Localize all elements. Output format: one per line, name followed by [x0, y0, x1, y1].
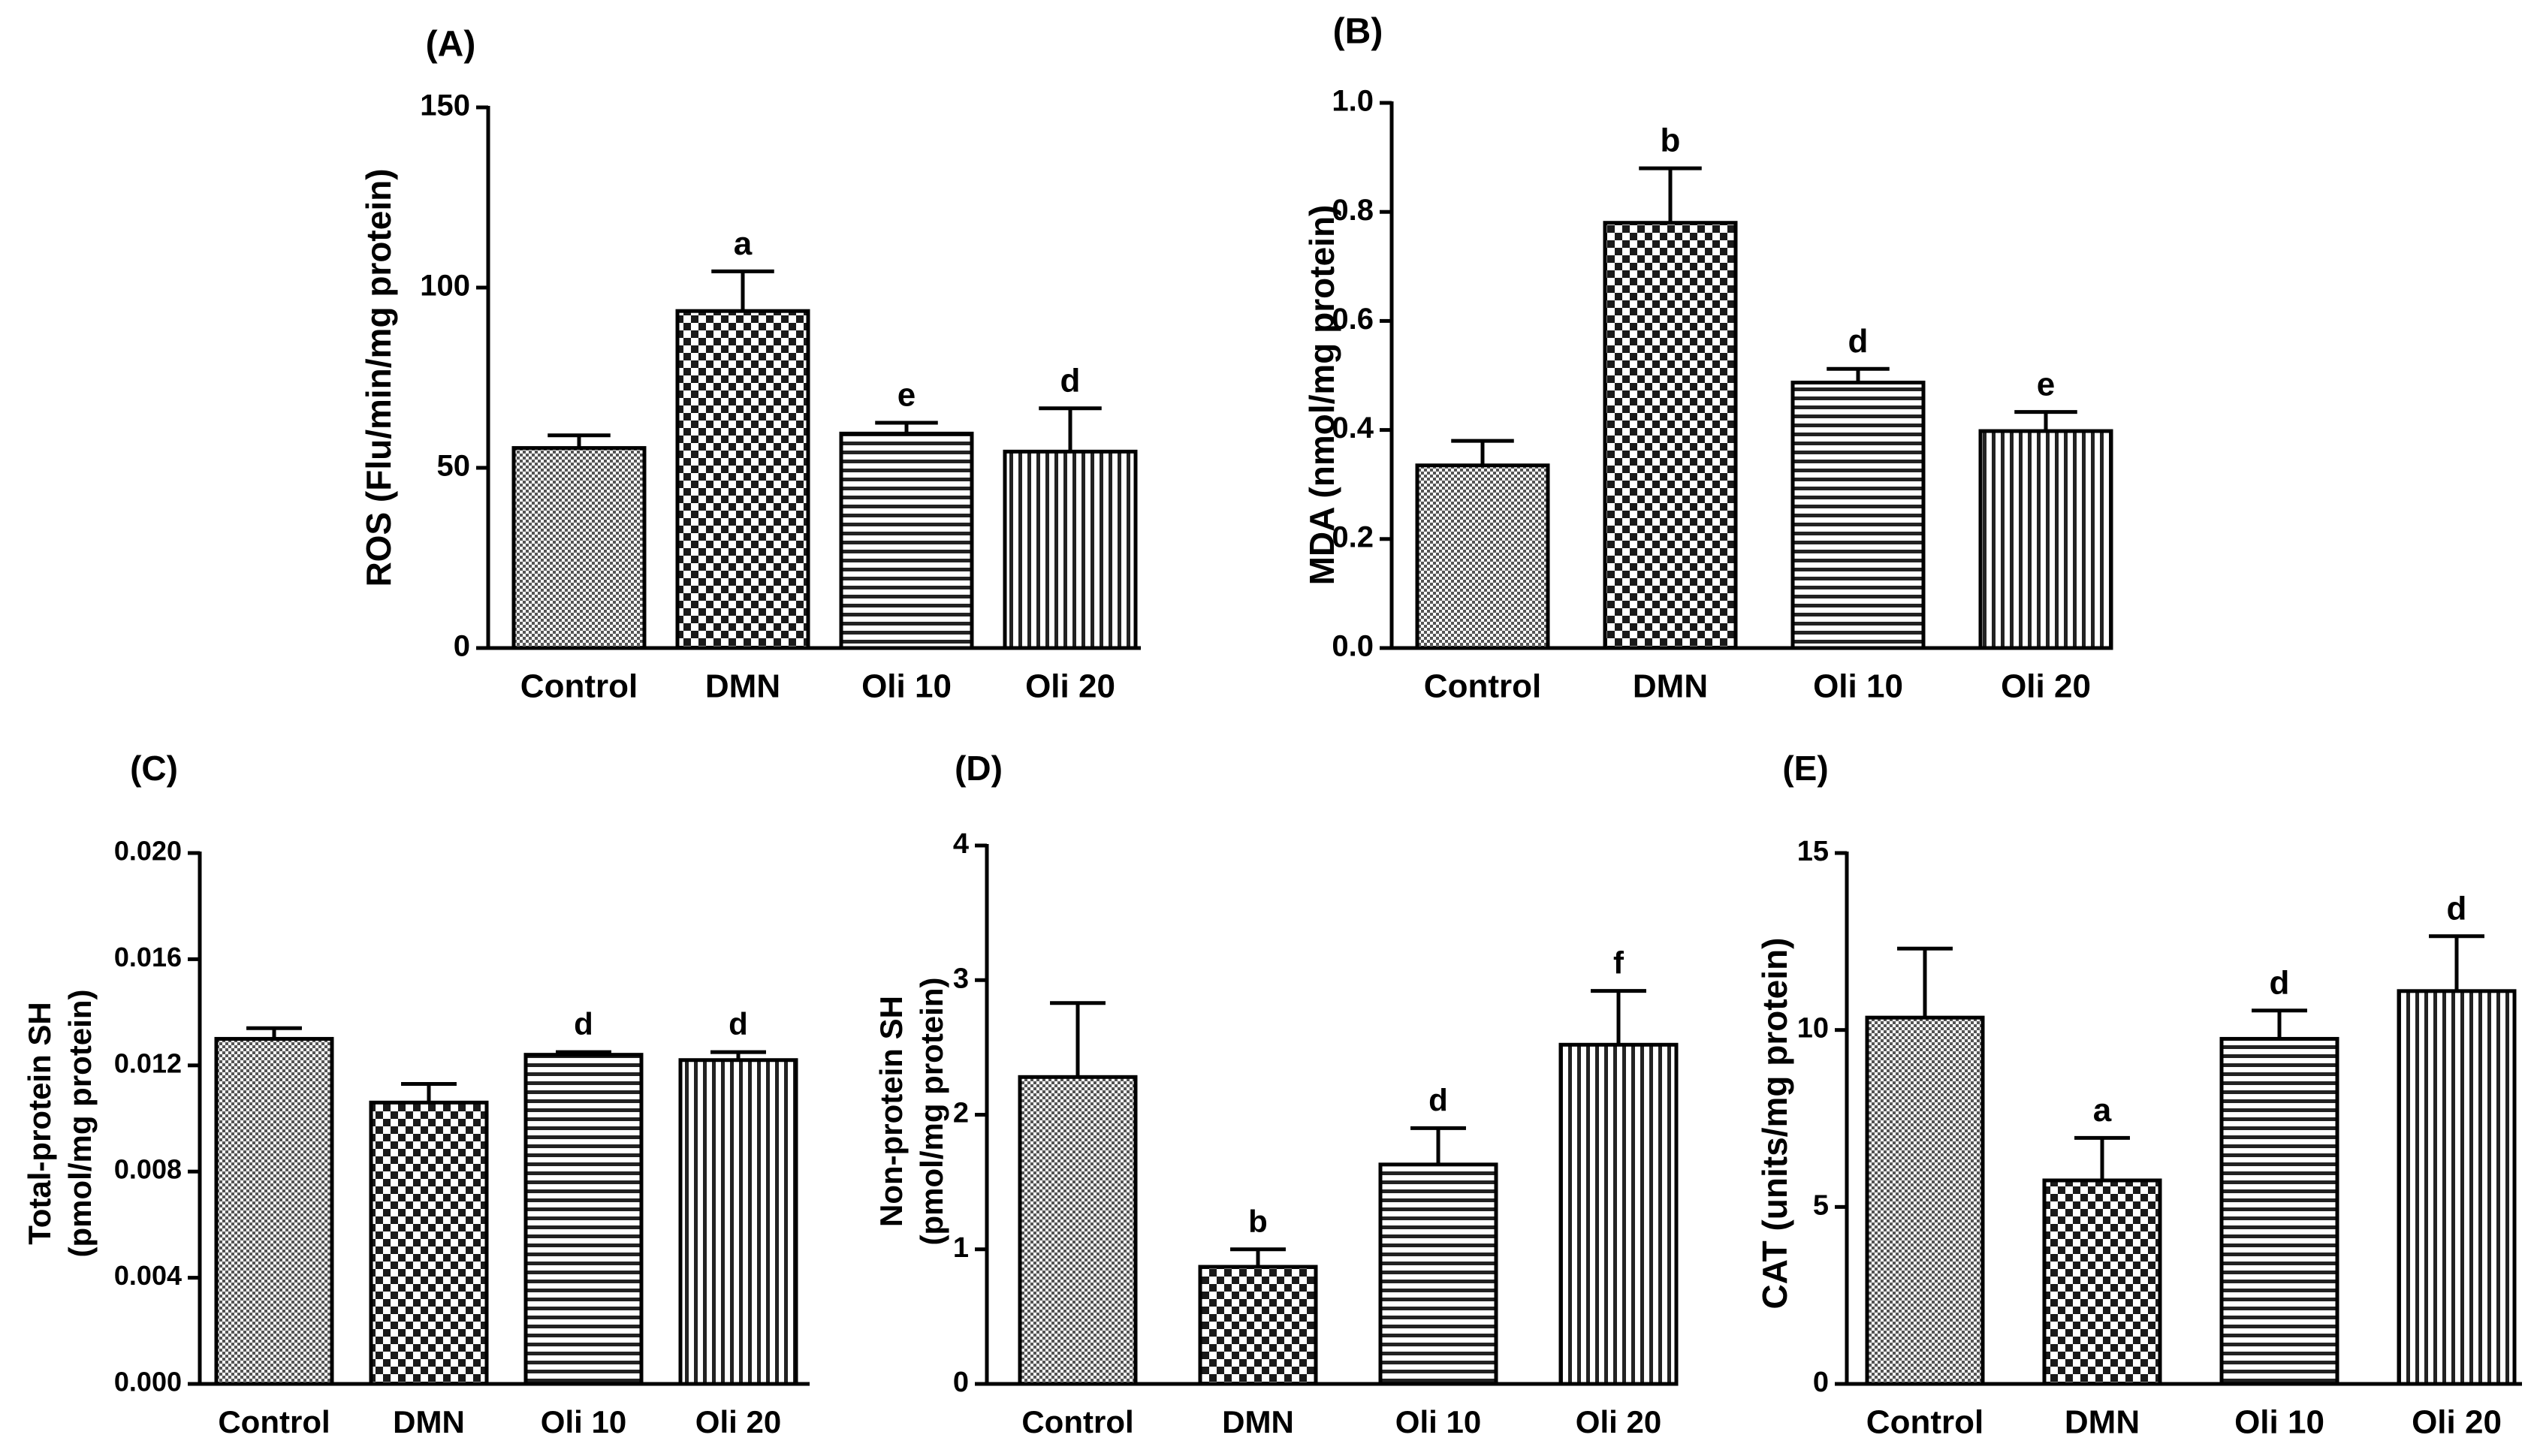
- panel-d-ytick-label: 3: [953, 963, 969, 994]
- panel-c-category-label: Oli 20: [695, 1404, 781, 1439]
- panel-b-bar-dmn: [1603, 221, 1738, 650]
- panel-c-category-label: DMN: [393, 1404, 465, 1439]
- panel-d-ytick-label: 2: [953, 1098, 969, 1129]
- panel-d-significance-label: b: [1248, 1204, 1268, 1239]
- panel-d-category-label: Oli 20: [1576, 1404, 1661, 1439]
- panel-a-bar-control: [511, 446, 647, 650]
- panel-c-ylabel-line2: (pmol/mg protein): [62, 990, 98, 1258]
- panel-d-bar-dmn: [1198, 1265, 1318, 1386]
- panel-c-bar-dmn: [369, 1100, 489, 1386]
- panel-c-ytick-label: 0.004: [114, 1260, 182, 1291]
- panel-d-category-label: Control: [1021, 1404, 1133, 1439]
- panel-e-ytick-label: 15: [1797, 836, 1829, 867]
- panel-e-ytick-label: 5: [1813, 1189, 1829, 1221]
- panel-e-significance-label: d: [2447, 890, 2467, 927]
- panel-b-bar-oli-20: [1978, 429, 2113, 650]
- panel-a-category-label: Control: [520, 668, 638, 705]
- panel-d-significance-label: f: [1613, 945, 1624, 981]
- panel-c-title: (C): [130, 749, 178, 788]
- panel-e-significance-label: a: [2093, 1092, 2112, 1129]
- panel-c-category-label: Control: [218, 1404, 330, 1439]
- panel-b-ytick-label: 1.0: [1332, 85, 1374, 118]
- panel-a-ytick-label: 50: [437, 450, 471, 483]
- panel-e-bar-control: [1865, 1015, 1985, 1386]
- panel-e-significance-label: d: [2270, 964, 2290, 1001]
- panel-d-ytick-label: 0: [953, 1367, 969, 1398]
- panel-e-title: (E): [1782, 749, 1828, 788]
- panel-e-ylabel: CAT (units/mg protein): [1755, 938, 1794, 1310]
- panel-a-ytick-label: 100: [420, 270, 470, 303]
- panel-c-ylabel: Total-protein SH: [22, 1002, 57, 1245]
- panel-a-category-label: DMN: [705, 668, 780, 705]
- panel-d-ytick-label: 1: [953, 1232, 969, 1264]
- panel-b-category-label: Oli 20: [2001, 668, 2091, 705]
- panel-e-category-label: Oli 20: [2412, 1404, 2502, 1441]
- panel-c-category-label: Oli 10: [541, 1404, 626, 1439]
- panel-e-category-label: Oli 10: [2234, 1404, 2324, 1441]
- panel-a-ytick-label: 0: [454, 630, 470, 663]
- panel-b-ytick-label: 0.0: [1332, 630, 1374, 663]
- panel-c-bar-control: [214, 1036, 334, 1386]
- panel-a-significance-label: d: [1060, 362, 1081, 399]
- panel-e-category-label: DMN: [2065, 1404, 2140, 1441]
- panel-c-ytick-label: 0.020: [114, 836, 182, 867]
- panel-b-category-label: Control: [1424, 668, 1541, 705]
- panel-a-significance-label: a: [734, 225, 753, 262]
- panel-d-significance-label: d: [1428, 1083, 1448, 1118]
- panel-c-ytick-label: 0.008: [114, 1154, 182, 1185]
- panel-c-significance-label: d: [729, 1006, 748, 1042]
- panel-c-ytick-label: 0.000: [114, 1367, 182, 1397]
- panel-a-title: (A): [426, 25, 476, 65]
- panel-e-bar-dmn: [2042, 1178, 2162, 1386]
- panel-b-ytick-label: 0.2: [1332, 520, 1374, 553]
- panel-a-category-label: Oli 20: [1025, 668, 1115, 705]
- panel-c-ytick-label: 0.016: [114, 942, 182, 972]
- panel-b-ylabel: MDA (nmol/mg protein): [1302, 205, 1341, 586]
- panel-a-category-label: Oli 10: [861, 668, 952, 705]
- panel-b-significance-label: e: [2037, 366, 2055, 402]
- panel-b-category-label: DMN: [1633, 668, 1708, 705]
- panel-c-bar-oli-20: [678, 1058, 798, 1386]
- panel-d-category-label: DMN: [1222, 1404, 1294, 1439]
- panel-e-ytick-label: 10: [1797, 1013, 1829, 1045]
- panel-d-ytick-label: 4: [953, 828, 969, 860]
- panel-b-category-label: Oli 10: [1813, 668, 1903, 705]
- panel-b-title: (B): [1333, 12, 1383, 52]
- panel-b-significance-label: d: [1848, 323, 1869, 360]
- panel-b-ytick-label: 0.4: [1332, 411, 1374, 445]
- panel-d-bar-oli-10: [1378, 1162, 1498, 1386]
- panel-e-bar-oli-10: [2219, 1036, 2339, 1386]
- panel-e-category-label: Control: [1866, 1404, 1983, 1441]
- panel-d-ylabel: Non-protein SH: [873, 996, 909, 1227]
- panel-c-significance-label: d: [574, 1006, 593, 1042]
- panel-a-bar-oli-20: [1003, 449, 1138, 650]
- panel-c-ytick-label: 0.012: [114, 1048, 182, 1078]
- panel-b-ytick-label: 0.8: [1332, 194, 1374, 227]
- panel-a-significance-label: e: [897, 377, 916, 414]
- panel-c-bar-oli-10: [523, 1053, 644, 1386]
- panel-b-bar-control: [1415, 463, 1550, 650]
- panel-d-ylabel-line2: (pmol/mg protein): [914, 978, 949, 1246]
- panel-d-title: (D): [955, 749, 1003, 788]
- panel-a-ytick-label: 150: [420, 89, 470, 122]
- panel-a-bar-oli-10: [839, 431, 974, 650]
- panel-a-bar-dmn: [675, 309, 810, 650]
- panel-d-category-label: Oli 10: [1395, 1404, 1481, 1439]
- panel-b-bar-oli-10: [1790, 380, 1926, 650]
- panel-e-bar-oli-20: [2397, 989, 2517, 1386]
- panel-e-ytick-label: 0: [1813, 1367, 1829, 1398]
- panel-b-significance-label: b: [1661, 122, 1681, 159]
- panel-b-ytick-label: 0.6: [1332, 303, 1374, 336]
- panel-d-bar-control: [1018, 1075, 1138, 1386]
- panel-a-ylabel: ROS (Flu/min/mg protein): [359, 168, 398, 586]
- panel-d-bar-oli-20: [1558, 1042, 1679, 1386]
